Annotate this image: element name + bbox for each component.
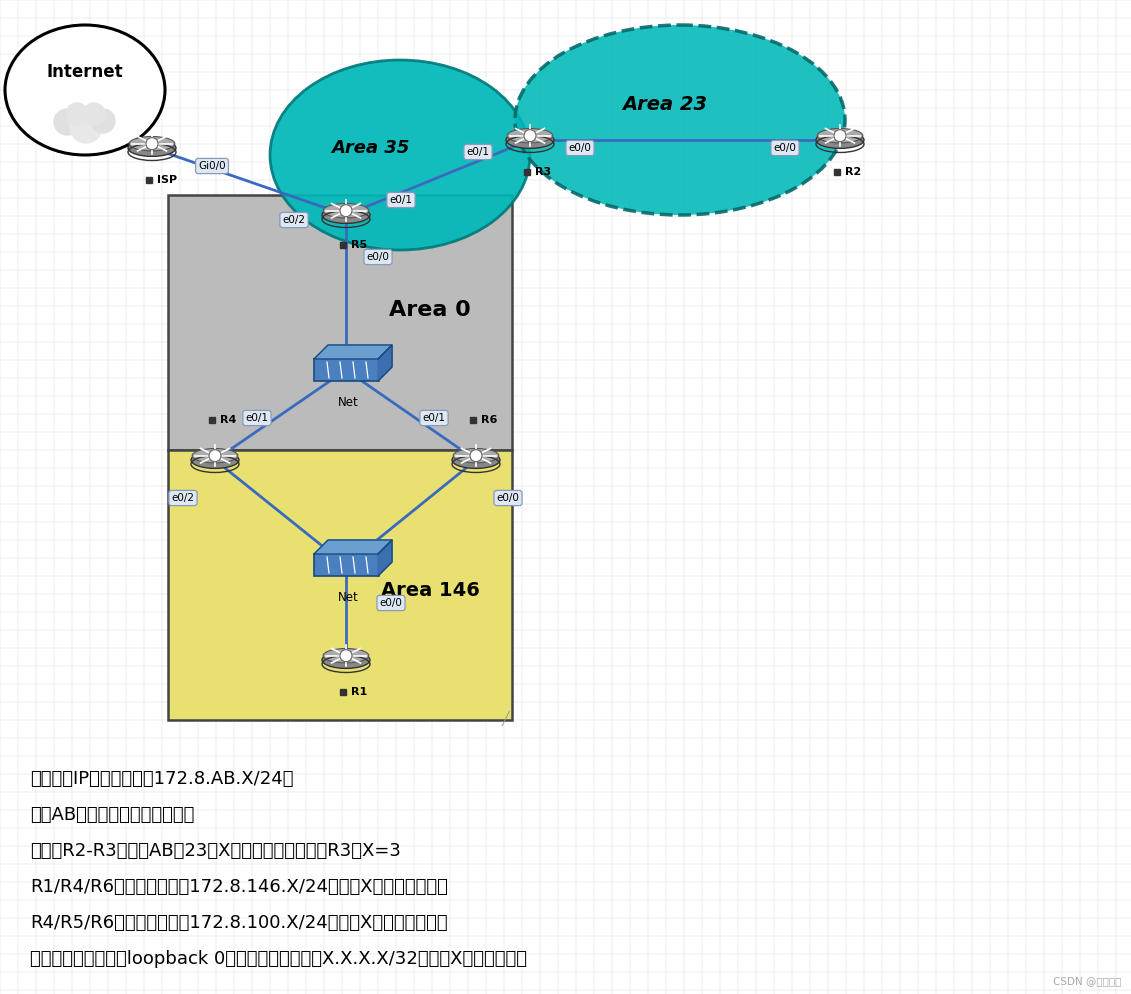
Text: ISP: ISP [157,175,178,185]
Text: R3: R3 [535,167,551,177]
Ellipse shape [507,128,553,143]
Bar [169,450,512,720]
Ellipse shape [270,60,530,250]
Ellipse shape [5,25,165,155]
Ellipse shape [128,139,176,156]
Text: R1: R1 [351,687,368,697]
Text: Gi0/0: Gi0/0 [198,161,226,171]
Text: e0/1: e0/1 [389,195,413,205]
Text: R2: R2 [845,167,861,177]
Ellipse shape [506,131,554,148]
Text: R5: R5 [351,240,368,250]
Text: Internet: Internet [46,63,123,81]
Ellipse shape [454,448,499,463]
Text: Area 0: Area 0 [389,300,470,320]
Polygon shape [378,540,392,576]
Text: e0/1: e0/1 [245,413,268,423]
Ellipse shape [452,451,500,468]
Text: ╱: ╱ [501,711,509,726]
Ellipse shape [815,131,864,148]
Circle shape [54,109,80,135]
Ellipse shape [191,451,239,468]
Text: 所有路由器都有一个loopback 0接口，地址格式为：X.X.X.X/32，其中X为路由器编号: 所有路由器都有一个loopback 0接口，地址格式为：X.X.X.X/32，其… [31,950,527,968]
Circle shape [90,109,115,133]
Polygon shape [378,345,392,381]
Ellipse shape [323,204,369,218]
Circle shape [146,138,158,150]
Circle shape [340,205,352,217]
Ellipse shape [818,128,863,143]
Ellipse shape [70,113,102,141]
Circle shape [83,103,105,125]
Circle shape [470,449,482,461]
Circle shape [524,129,536,142]
Text: e0/0: e0/0 [366,252,389,262]
Circle shape [70,111,102,143]
Polygon shape [314,540,392,554]
Text: Area 146: Area 146 [380,580,480,599]
Circle shape [340,650,352,662]
Text: e0/0: e0/0 [569,143,592,153]
Text: e0/0: e0/0 [497,493,519,503]
Ellipse shape [192,448,238,463]
Ellipse shape [90,111,115,131]
Text: e0/0: e0/0 [380,598,403,608]
Circle shape [209,449,221,461]
Text: e0/2: e0/2 [172,493,195,503]
Text: Area 35: Area 35 [330,139,409,157]
Text: 拓扑中的IP地址段采用：172.8.AB.X/24：: 拓扑中的IP地址段采用：172.8.AB.X/24： [31,770,294,788]
Text: Net: Net [338,396,359,409]
Text: R4/R5/R6之间的网段为：172.8.100.X/24，其中X为路由器编号。: R4/R5/R6之间的网段为：172.8.100.X/24，其中X为路由器编号。 [31,914,448,932]
Circle shape [834,129,846,142]
Text: e0/1: e0/1 [466,147,490,157]
Ellipse shape [129,136,175,151]
Text: e0/1: e0/1 [423,413,446,423]
Ellipse shape [515,25,845,215]
Ellipse shape [322,652,370,668]
Text: R1/R4/R6之间的网段为：172.8.146.X/24，其中X为路由器编号。: R1/R4/R6之间的网段为：172.8.146.X/24，其中X为路由器编号。 [31,878,448,896]
Text: e0/2: e0/2 [283,215,305,225]
Bar [169,195,512,450]
Ellipse shape [322,207,370,224]
Text: e0/0: e0/0 [774,143,796,153]
Bar [314,359,379,381]
Polygon shape [314,345,392,359]
Circle shape [66,103,88,125]
Text: 其中AB为两台路由器编号组合，: 其中AB为两台路由器编号组合， [31,806,195,824]
Text: Net: Net [338,591,359,604]
Text: Area 23: Area 23 [622,95,708,114]
Text: R6: R6 [481,415,498,425]
Bar [314,554,379,576]
Ellipse shape [323,648,369,663]
Text: R4: R4 [221,415,236,425]
Ellipse shape [54,111,80,133]
Text: 例如：R2-R3之间的AB为23，X为路由器编号，例如R3的X=3: 例如：R2-R3之间的AB为23，X为路由器编号，例如R3的X=3 [31,842,400,860]
Text: CSDN @热火逻辑: CSDN @热火逻辑 [1053,976,1121,986]
